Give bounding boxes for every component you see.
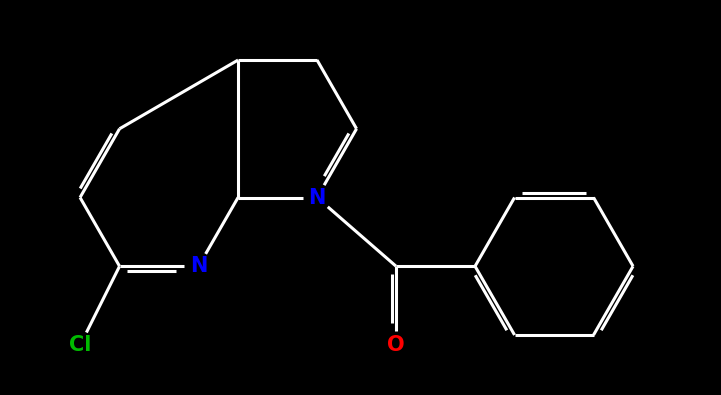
Text: Cl: Cl — [69, 335, 92, 355]
Text: O: O — [387, 335, 405, 355]
Text: N: N — [190, 256, 207, 276]
Text: N: N — [309, 188, 326, 207]
